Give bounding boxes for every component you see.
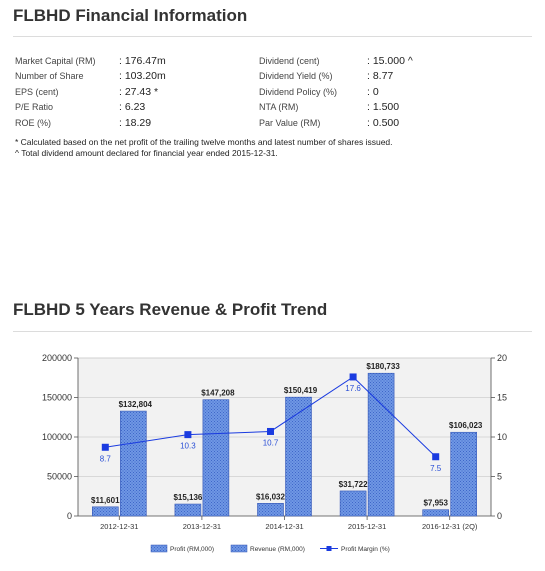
info-value: : 6.23 xyxy=(119,101,146,114)
info-row: P/E Ratio : 6.23 NTA (RM) : 1.500 xyxy=(15,100,413,116)
revenue-data-label: $180,733 xyxy=(366,362,400,371)
info-label: Market Capital (RM) xyxy=(15,55,96,66)
chart-svg: 0 50000 100000 150000 200000 0 5 10 15 20 2012-12-… xyxy=(42,353,507,553)
trend-divider xyxy=(13,331,532,332)
trend-title: FLBHD 5 Years Revenue & Profit Trend xyxy=(13,300,328,319)
info-value: : 15.000 ^ xyxy=(367,54,413,67)
profit-margin-point xyxy=(184,431,192,439)
profit-data-label: $11,601 xyxy=(91,496,120,505)
info-label: Par Value (RM) xyxy=(259,117,321,128)
financial-info-title: FLBHD Financial Information xyxy=(13,6,248,25)
info-value: : 0.500 xyxy=(367,116,400,129)
info-label: EPS (cent) xyxy=(15,86,59,97)
y-tick-label: 0 xyxy=(67,511,72,521)
y2-tick-label: 10 xyxy=(497,432,507,442)
info-label: Dividend Yield (%) xyxy=(259,71,333,82)
info-label: Dividend Policy (%) xyxy=(259,86,338,97)
profit-margin-label: 10.3 xyxy=(180,442,196,451)
y-tick-label: 150000 xyxy=(42,393,72,403)
revenue-data-label: $147,208 xyxy=(201,389,235,398)
revenue-bar xyxy=(202,399,230,517)
financial-info-table: Market Capital (RM) : 176.47m Dividend (ce… xyxy=(15,53,413,131)
profit-margin-label: 7.5 xyxy=(430,464,442,473)
profit-data-label: $31,722 xyxy=(339,480,368,489)
profit-margin-point xyxy=(101,443,109,451)
profit-data-label: $16,032 xyxy=(256,492,285,501)
y-tick-label: 200000 xyxy=(42,353,72,363)
revenue-bar xyxy=(285,396,312,517)
info-value: : 8.77 xyxy=(367,70,394,83)
footnotes: * Calculated based on the net profit of … xyxy=(15,137,393,159)
y2-tick-label: 20 xyxy=(497,353,507,363)
x-tick-label: 2012-12-31 xyxy=(100,522,138,531)
profit-bar xyxy=(422,509,450,517)
profit-bar xyxy=(339,490,367,517)
profit-data-label: $7,953 xyxy=(423,499,448,508)
profit-margin-label: 10.7 xyxy=(263,438,279,447)
info-value: : 176.47m xyxy=(119,54,166,67)
profit-margin-label: 8.7 xyxy=(100,454,112,463)
y-tick-label: 50000 xyxy=(47,472,72,482)
x-tick-label: 2015-12-31 xyxy=(348,522,386,531)
footnote-dividend: ^ Total dividend amount declared for fin… xyxy=(15,148,278,158)
y2-tick-label: 0 xyxy=(497,511,502,521)
revenue-data-label: $106,023 xyxy=(449,421,483,430)
info-row: Market Capital (RM) : 176.47m Dividend (ce… xyxy=(15,53,413,69)
info-label: NTA (RM) xyxy=(259,102,299,113)
info-row: ROE (%) : 18.29 Par Value (RM) : 0.500 xyxy=(15,115,413,131)
info-value: : 0 xyxy=(367,85,379,98)
legend-margin-label: Profit Margin (%) xyxy=(341,546,390,553)
y2-tick-label: 15 xyxy=(497,393,507,403)
legend-profit-label: Profit (RM,000) xyxy=(170,546,214,553)
info-row: EPS (cent) : 27.43 * Dividend Policy (%) : … xyxy=(15,84,413,100)
revenue-bar xyxy=(450,431,478,517)
profit-data-label: $15,136 xyxy=(173,493,202,502)
info-row: Number of Share : 103.20m Dividend Yield (… xyxy=(15,69,413,85)
info-value: : 1.500 xyxy=(367,101,400,114)
profit-margin-point xyxy=(349,373,357,381)
profit-margin-point xyxy=(432,453,440,461)
info-value: : 27.43 * xyxy=(119,85,159,98)
x-tick-label: 2014-12-31 xyxy=(265,522,303,531)
y-tick-label: 100000 xyxy=(42,432,72,442)
revenue-data-label: $132,804 xyxy=(119,400,153,409)
legend-margin-marker xyxy=(326,546,332,551)
revenue-bar xyxy=(367,372,395,517)
info-label: Dividend (cent) xyxy=(259,55,320,66)
profit-bar xyxy=(257,503,284,517)
footnote-eps: * Calculated based on the net profit of … xyxy=(15,137,393,147)
info-label: P/E Ratio xyxy=(15,102,54,113)
x-tick-label: 2013-12-31 xyxy=(183,522,221,531)
info-value: : 103.20m xyxy=(119,70,166,83)
y2-tick-label: 5 xyxy=(497,472,502,482)
legend-profit-swatch xyxy=(150,544,168,553)
title-divider xyxy=(13,36,532,37)
profit-bar xyxy=(174,503,202,517)
info-label: Number of Share xyxy=(15,71,84,82)
profit-bar xyxy=(92,506,119,517)
legend-revenue-label: Revenue (RM,000) xyxy=(250,546,305,553)
profit-margin-label: 17.6 xyxy=(345,384,361,393)
x-tick-label: 2016-12-31 (2Q) xyxy=(422,522,478,531)
info-value: : 18.29 xyxy=(119,116,152,129)
legend-revenue-swatch xyxy=(230,544,248,553)
profit-margin-point xyxy=(267,427,274,435)
revenue-data-label: $150,419 xyxy=(284,386,318,395)
revenue-bar xyxy=(120,410,147,517)
info-label: ROE (%) xyxy=(15,117,51,128)
revenue-profit-chart: 0 50000 100000 150000 200000 0 5 10 15 20 2012-12-… xyxy=(13,340,533,565)
